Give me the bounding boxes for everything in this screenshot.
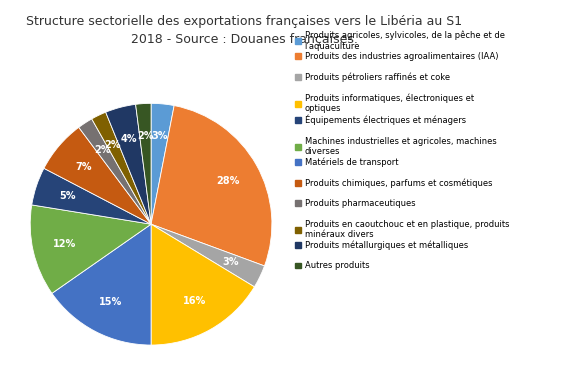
Text: 12%: 12% — [53, 239, 77, 249]
Text: 16%: 16% — [183, 296, 206, 306]
Text: 3%: 3% — [151, 131, 168, 141]
Wedge shape — [44, 127, 151, 224]
Wedge shape — [151, 224, 254, 345]
Legend: Produits agricoles, sylvicoles, de la pêche et de
l’aquaculture, Produits des in: Produits agricoles, sylvicoles, de la pê… — [295, 31, 509, 270]
Wedge shape — [32, 168, 151, 224]
Wedge shape — [79, 119, 151, 224]
Text: Structure sectorielle des exportations françaises vers le Libéria au S1
2018 - S: Structure sectorielle des exportations f… — [26, 15, 462, 46]
Wedge shape — [52, 224, 151, 345]
Wedge shape — [106, 105, 151, 224]
Text: 2%: 2% — [137, 131, 153, 141]
Text: 4%: 4% — [120, 134, 137, 144]
Text: 2%: 2% — [105, 140, 121, 150]
Wedge shape — [30, 205, 151, 293]
Text: 2%: 2% — [95, 145, 111, 155]
Text: 7%: 7% — [76, 162, 92, 172]
Text: 5%: 5% — [59, 192, 76, 201]
Text: 3%: 3% — [223, 258, 239, 268]
Wedge shape — [151, 224, 264, 287]
Wedge shape — [135, 103, 151, 224]
Text: 15%: 15% — [99, 298, 122, 307]
Wedge shape — [151, 103, 174, 224]
Wedge shape — [151, 106, 272, 266]
Wedge shape — [92, 112, 151, 224]
Text: 28%: 28% — [216, 176, 239, 186]
